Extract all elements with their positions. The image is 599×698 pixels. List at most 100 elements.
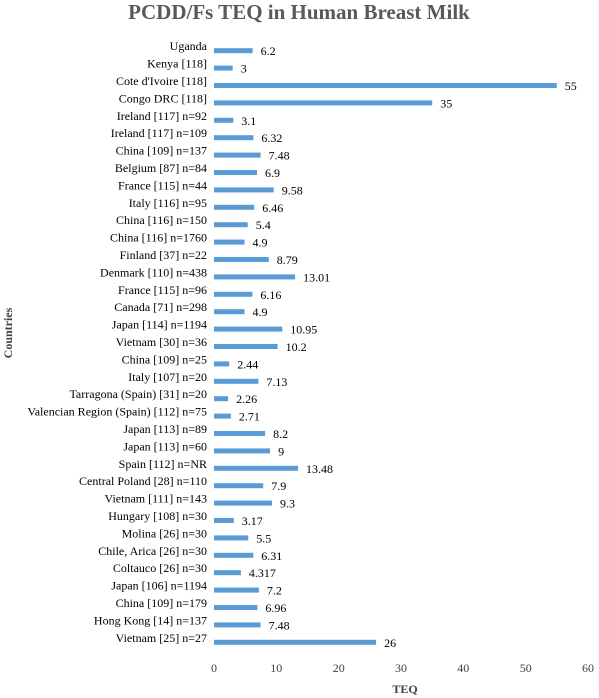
- category-label: Vietnam [111] n=143: [105, 492, 207, 506]
- category-label: France [115] n=96: [118, 283, 207, 297]
- data-label: 35: [440, 96, 452, 110]
- category-label: Molina [26] n=30: [122, 526, 207, 540]
- bar: [214, 117, 234, 123]
- bar: [214, 518, 234, 523]
- data-label: 7.2: [267, 584, 282, 598]
- category-label: Hungary [108] n=30: [108, 509, 207, 523]
- category-label: Congo DRC [118]: [119, 91, 207, 105]
- bar: [214, 639, 377, 645]
- data-label: 6.96: [265, 601, 286, 615]
- category-label: Japan [106] n=1194: [111, 579, 207, 593]
- data-label: 7.48: [269, 149, 290, 163]
- x-tick-label: 30: [395, 661, 407, 675]
- bar: [214, 396, 229, 402]
- x-axis: 0 10 20 30 40 50 60: [211, 661, 594, 675]
- x-tick-label: 60: [582, 661, 594, 675]
- data-label: 26: [384, 636, 396, 650]
- bar: [214, 378, 259, 384]
- bar: [214, 483, 264, 489]
- data-label: 3.17: [242, 514, 263, 528]
- data-label: 2.26: [236, 392, 257, 406]
- data-label: 4.317: [249, 566, 276, 580]
- data-label: 55: [565, 79, 577, 93]
- x-axis-title: TEQ: [392, 682, 417, 696]
- data-label: 7.9: [271, 479, 286, 493]
- bar: [214, 622, 261, 628]
- x-tick-label: 20: [333, 661, 345, 675]
- data-label: 6.32: [261, 131, 282, 145]
- category-label: Denmark [110] n=438: [100, 265, 207, 279]
- category-label: Japan [113] n=60: [123, 439, 207, 453]
- data-label: 13.01: [303, 270, 330, 284]
- data-label: 3.1: [241, 114, 256, 128]
- category-label: Cote d'Ivoire [118]: [116, 74, 207, 88]
- bar: [214, 152, 261, 158]
- data-label: 4.9: [253, 236, 268, 250]
- category-label: France [115] n=44: [118, 178, 207, 192]
- bar: [214, 48, 253, 54]
- labels-layer: Uganda 6.2 Kenya [118] 3 Cote d'Ivoire [118]…: [27, 39, 576, 650]
- bar: [214, 448, 271, 454]
- data-label: 10.95: [290, 323, 317, 337]
- data-label: 2.71: [239, 410, 260, 424]
- category-label: Ireland [117] n=92: [117, 109, 207, 123]
- category-label: Vietnam [25] n=27: [116, 631, 207, 645]
- bar: [214, 309, 245, 315]
- bar: [214, 500, 272, 506]
- category-label: Tarragona (Spain) [31] n=20: [69, 387, 207, 401]
- data-label: 6.16: [260, 288, 281, 302]
- category-label: Japan [113] n=89: [123, 422, 207, 436]
- x-tick-label: 0: [211, 661, 217, 675]
- bar: [214, 326, 283, 332]
- category-label: Chile, Arica [26] n=30: [98, 544, 207, 558]
- bar: [214, 83, 557, 88]
- bar: [214, 65, 233, 71]
- category-label: Uganda: [170, 39, 208, 53]
- data-label: 2.44: [237, 357, 258, 371]
- category-label: Valencian Region (Spain) [112] n=75: [27, 405, 207, 419]
- category-label: Canada [71] n=298: [114, 300, 207, 314]
- bar: [214, 222, 248, 228]
- data-label: 6.9: [265, 166, 280, 180]
- bar: [214, 274, 296, 280]
- category-label: China [109] n=25: [122, 352, 207, 366]
- category-label: Japan [114] n=1194: [112, 318, 207, 332]
- data-label: 8.79: [277, 253, 298, 267]
- bar: [214, 344, 278, 349]
- data-label: 7.13: [266, 375, 287, 389]
- data-label: 7.48: [269, 618, 290, 632]
- bar: [214, 239, 245, 245]
- data-label: 10.2: [286, 340, 307, 354]
- category-label: Vietnam [30] n=36: [116, 335, 207, 349]
- bar: [214, 170, 257, 175]
- category-label: Ireland [117] n=109: [111, 126, 207, 140]
- data-label: 13.48: [306, 462, 333, 476]
- data-label: 9: [278, 444, 284, 458]
- data-label: 8.2: [273, 427, 288, 441]
- bar: [214, 100, 433, 106]
- category-label: Italy [107] n=20: [128, 370, 207, 384]
- bar: [214, 135, 254, 141]
- data-label: 3: [241, 62, 247, 76]
- x-tick-label: 50: [520, 661, 532, 675]
- bar: [214, 465, 298, 471]
- data-label: 9.3: [280, 497, 295, 511]
- bar: [214, 204, 255, 210]
- data-label: 6.2: [261, 44, 276, 58]
- bar: [214, 361, 230, 367]
- bar: [214, 535, 249, 541]
- bar: [214, 570, 241, 576]
- data-label: 5.5: [256, 531, 271, 545]
- bar: [214, 187, 274, 193]
- category-label: China [109] n=179: [116, 596, 207, 610]
- category-label: Spain [112] n=NR: [119, 457, 207, 471]
- data-label: 6.31: [261, 549, 282, 563]
- x-tick-label: 10: [270, 661, 282, 675]
- y-axis-title: Countries: [1, 307, 15, 358]
- data-label: 6.46: [262, 201, 283, 215]
- bar: [214, 431, 266, 436]
- category-label: Italy [116] n=95: [129, 196, 207, 210]
- category-label: Finland [37] n=22: [120, 248, 207, 262]
- bar: [214, 552, 254, 558]
